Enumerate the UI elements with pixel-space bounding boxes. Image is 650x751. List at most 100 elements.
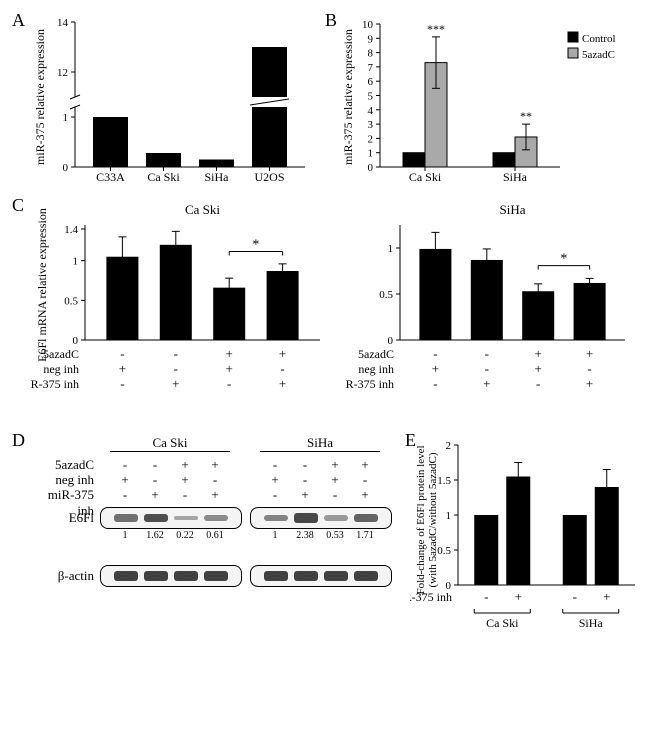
svg-text:-: - (485, 346, 489, 361)
svg-text:5azadC: 5azadC (582, 49, 615, 61)
svg-text:Ca Ski: Ca Ski (486, 616, 519, 630)
blot-title: Ca Ski (100, 435, 240, 451)
svg-text:***: *** (427, 22, 445, 36)
svg-text:12: 12 (57, 67, 68, 79)
treatment-row-label: 5azadC (30, 457, 94, 473)
band-intensity: 2.38 (290, 530, 320, 541)
svg-text:(with 5azadC/without 5azadC): (with 5azadC/without 5azadC) (427, 452, 439, 587)
svg-text:miR-375 relative expression: miR-375 relative expression (341, 29, 355, 165)
svg-text:U2OS: U2OS (254, 170, 284, 184)
svg-text:-: - (174, 346, 178, 361)
svg-text:14: 14 (57, 17, 69, 29)
svg-text:+: + (586, 346, 593, 361)
svg-text:0: 0 (368, 162, 374, 174)
svg-text:+: + (279, 346, 286, 361)
svg-text:-: - (587, 361, 591, 376)
band-intensity: 1.71 (350, 530, 380, 541)
svg-text:5azadC: 5azadC (43, 347, 79, 361)
svg-text:+: + (279, 376, 286, 391)
treatment-symbol: - (295, 472, 315, 488)
svg-text:+: + (586, 376, 593, 391)
svg-text:0.5: 0.5 (437, 545, 451, 557)
treatment-symbol: - (295, 457, 315, 473)
protein-label: β-actin (30, 568, 94, 584)
treatment-symbol: + (325, 472, 345, 488)
svg-text:1: 1 (73, 256, 79, 268)
svg-text:Fold-change of E6Fl protein le: Fold-change of E6Fl protein level (415, 445, 427, 594)
treatment-row-label: neg inh (30, 472, 94, 488)
panel-d-blots: Ca SkiSiHa5azadC--++--++neg inh+-+-+-+-m… (30, 435, 400, 610)
svg-text:1: 1 (388, 243, 394, 255)
svg-text:7: 7 (368, 62, 374, 74)
panel-a-chart: 011214C33ACa SkiSiHaU2OSmiR-375 relative… (30, 12, 310, 187)
panel-c-chart-1: 00.511.4*Ca SkiE6Fl mRNA relative expres… (30, 200, 330, 425)
svg-text:-: - (484, 589, 488, 604)
band-intensity: 1 (110, 530, 140, 541)
svg-text:1.5: 1.5 (437, 475, 451, 487)
blot-title: SiHa (250, 435, 390, 451)
panel-d-label: D (12, 430, 25, 451)
treatment-symbol: + (115, 472, 135, 488)
svg-text:2: 2 (446, 440, 452, 452)
svg-text:1: 1 (63, 112, 69, 124)
svg-text:Ca Ski: Ca Ski (147, 170, 180, 184)
svg-text:+: + (226, 346, 233, 361)
svg-text:3: 3 (368, 119, 374, 131)
svg-text:*: * (252, 237, 259, 252)
treatment-symbol: + (325, 457, 345, 473)
svg-text:1.4: 1.4 (64, 224, 78, 236)
panel-b-chart: 012345678910***Ca Ski**SiHamiR-375 relat… (340, 12, 640, 187)
svg-text:+: + (515, 589, 522, 604)
treatment-symbol: - (355, 472, 375, 488)
treatment-symbol: - (115, 457, 135, 473)
band-intensity: 1 (260, 530, 290, 541)
svg-text:-: - (536, 376, 540, 391)
treatment-symbol: - (145, 472, 165, 488)
treatment-symbol: - (205, 472, 225, 488)
svg-text:5azadC: 5azadC (358, 347, 394, 361)
protein-label: E6Fl (30, 510, 94, 526)
svg-text:-: - (433, 376, 437, 391)
panel-b-label: B (325, 10, 337, 31)
treatment-symbol: - (265, 457, 285, 473)
treatment-symbol: - (175, 487, 195, 503)
svg-text:-: - (174, 361, 178, 376)
panel-a-label: A (12, 10, 25, 31)
svg-text:1: 1 (446, 510, 452, 522)
svg-text:miR-375 inh: miR-375 inh (345, 377, 394, 391)
svg-text:C33A: C33A (96, 170, 125, 184)
svg-text:+: + (603, 589, 610, 604)
svg-text:0: 0 (63, 162, 69, 174)
western-blot (100, 507, 242, 529)
band-intensity: 0.61 (200, 530, 230, 541)
treatment-symbol: + (295, 487, 315, 503)
svg-text:+: + (119, 361, 126, 376)
svg-text:miR-375 inh: miR-375 inh (30, 377, 79, 391)
svg-text:+: + (226, 361, 233, 376)
svg-text:+: + (535, 361, 542, 376)
svg-text:-: - (573, 589, 577, 604)
svg-text:-: - (120, 376, 124, 391)
treatment-symbol: - (265, 487, 285, 503)
svg-text:-: - (485, 361, 489, 376)
svg-text:4: 4 (368, 105, 374, 117)
treatment-symbol: + (355, 487, 375, 503)
band-intensity: 1.62 (140, 530, 170, 541)
svg-text:*: * (560, 252, 567, 267)
svg-text:9: 9 (368, 33, 374, 45)
treatment-symbol: - (325, 487, 345, 503)
svg-text:0: 0 (388, 335, 394, 347)
svg-text:+: + (172, 376, 179, 391)
svg-text:0.5: 0.5 (379, 289, 393, 301)
treatment-symbol: - (115, 487, 135, 503)
svg-text:Ca Ski: Ca Ski (409, 170, 442, 184)
panel-c-label: C (12, 195, 24, 216)
svg-text:2: 2 (368, 133, 374, 145)
western-blot (100, 565, 242, 587)
svg-text:SiHa: SiHa (503, 170, 528, 184)
svg-text:-: - (120, 346, 124, 361)
svg-text:+: + (483, 376, 490, 391)
svg-text:-: - (433, 346, 437, 361)
svg-text:Ca Ski: Ca Ski (185, 202, 220, 217)
svg-text:E6Fl mRNA relative expression: E6Fl mRNA relative expression (35, 208, 49, 362)
